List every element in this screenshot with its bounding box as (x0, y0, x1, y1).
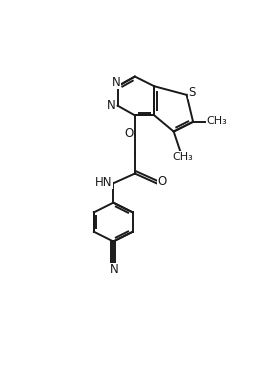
Text: O: O (158, 175, 167, 188)
Text: N: N (111, 76, 120, 89)
Text: CH₃: CH₃ (206, 116, 227, 126)
Text: N: N (107, 99, 116, 112)
Text: N: N (110, 263, 119, 277)
Text: HN: HN (95, 176, 112, 189)
Text: CH₃: CH₃ (172, 152, 193, 162)
Text: S: S (188, 86, 196, 99)
Text: O: O (124, 127, 134, 140)
